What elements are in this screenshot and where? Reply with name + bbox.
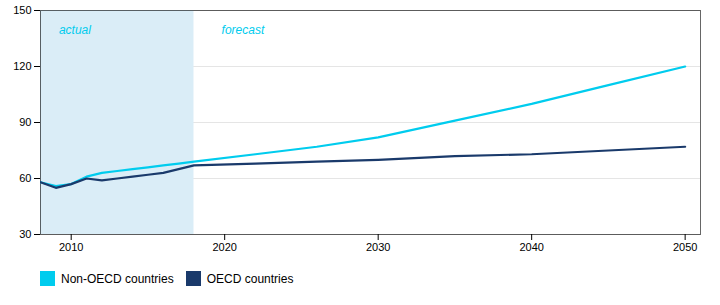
svg-text:2050: 2050 [673,241,697,253]
svg-text:actual: actual [59,23,91,37]
svg-text:150: 150 [13,4,31,16]
html-text:OECD countries: OECD countries [206,271,294,286]
svg-text:2030: 2030 [366,241,390,253]
svg-text:120: 120 [13,60,31,72]
html-text:Non-OECD countries: Non-OECD countries [61,271,174,286]
svg-text:30: 30 [19,228,31,240]
svg-text:2040: 2040 [519,241,543,253]
svg-text:2020: 2020 [212,241,236,253]
svg-text:90: 90 [19,116,31,128]
svg-text:forecast: forecast [222,23,265,37]
svg-text:60: 60 [19,172,31,184]
svg-text:2010: 2010 [59,241,83,253]
